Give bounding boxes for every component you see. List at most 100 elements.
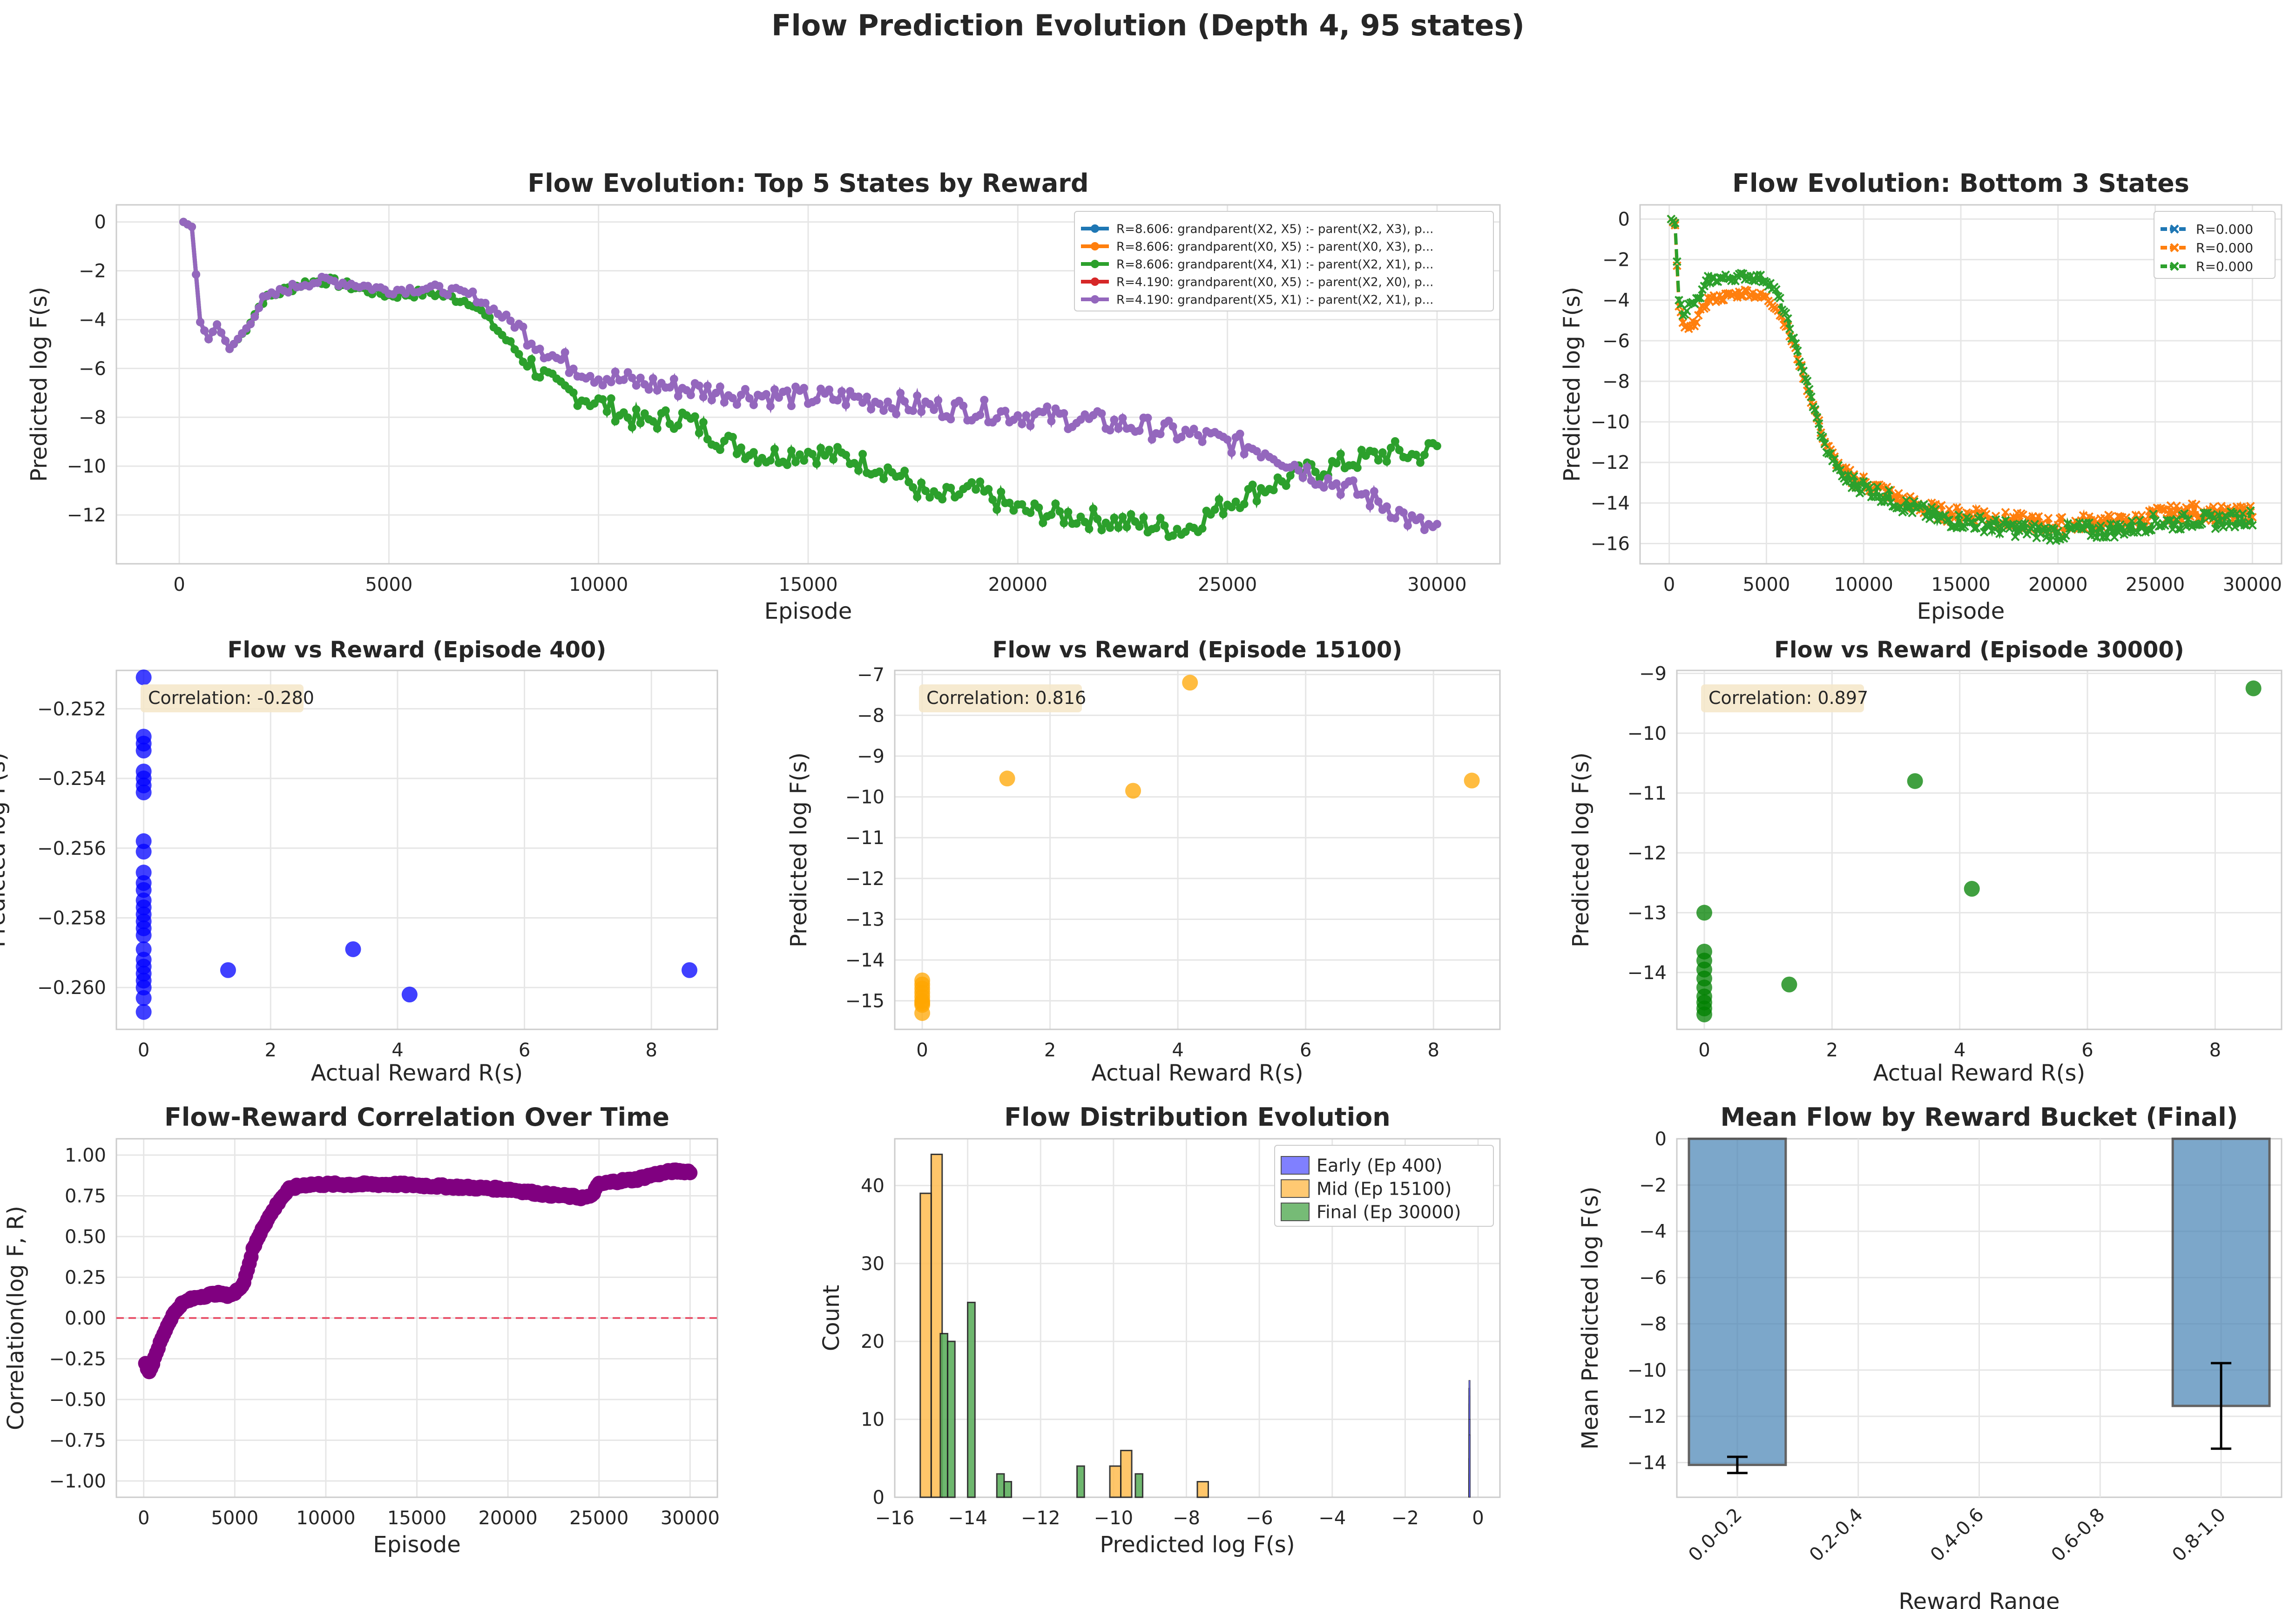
top5-point — [514, 350, 523, 358]
scatter30000-xtick-label: 6 — [2081, 1040, 2093, 1061]
top5-point — [1018, 500, 1026, 509]
bottom3-marker — [1807, 392, 1816, 401]
bottom3-marker — [1954, 510, 1964, 520]
top5-point — [716, 382, 724, 391]
top5-point — [586, 372, 594, 380]
bottom3-marker — [1945, 505, 1954, 514]
bucket-xtick-label: 0.0-0.2 — [1684, 1504, 1746, 1566]
top5-point — [1378, 448, 1387, 457]
top5-point — [502, 311, 511, 319]
bottom3-marker — [1853, 480, 1863, 489]
top5-point — [829, 455, 838, 464]
bottom3-marker — [1781, 309, 1790, 318]
top5-point — [1240, 450, 1249, 459]
top5-point — [217, 328, 226, 337]
top5-point — [766, 456, 775, 465]
hist-xtick-label: 0 — [1472, 1508, 1484, 1529]
top5-point — [1432, 520, 1441, 528]
top5-point — [192, 270, 201, 279]
top5-point — [598, 381, 607, 390]
legend-label: R=4.190: grandparent(X5, X1) :- parent(X… — [1116, 293, 1433, 307]
top5-point — [1420, 451, 1429, 460]
top5-ytick-label: −8 — [79, 407, 106, 428]
top5-point — [1047, 510, 1056, 519]
hist-bar — [930, 1153, 943, 1498]
bottom3-xtick-label: 15000 — [1931, 574, 1990, 595]
top5-point — [808, 450, 817, 459]
corr-ytick-label: 1.00 — [65, 1145, 106, 1166]
bottom3-marker — [1771, 285, 1781, 294]
bottom3-title: Flow Evolution: Bottom 3 States — [1732, 169, 2189, 198]
top5-point — [842, 400, 851, 409]
top5-point — [863, 392, 871, 401]
scatter15100-xlabel: Actual Reward R(s) — [1091, 1060, 1303, 1086]
top5-point — [1160, 521, 1169, 530]
top5-point — [1148, 435, 1156, 444]
bottom3-marker — [1682, 306, 1691, 316]
bottom3-marker — [1995, 529, 2004, 538]
bottom3-xtick-label: 25000 — [2126, 574, 2185, 595]
top5-point — [1156, 430, 1165, 439]
top5-point — [213, 320, 222, 329]
top5-point — [623, 413, 632, 422]
top5-point — [481, 298, 490, 307]
top5-point — [255, 304, 263, 312]
top5-point — [607, 394, 615, 403]
corr-ytick-label: −0.50 — [49, 1389, 106, 1411]
legend-label: R=8.606: grandparent(X0, X5) :- parent(X… — [1116, 240, 1433, 254]
top5-point — [736, 443, 745, 452]
top5-point — [1177, 433, 1186, 441]
scatter15100-xtick-label: 2 — [1044, 1040, 1056, 1061]
top5-point — [607, 378, 615, 386]
bottom3-marker — [2145, 526, 2154, 535]
corr-ytick-label: −0.25 — [49, 1349, 106, 1370]
top5-point — [925, 493, 934, 502]
top5-point — [703, 381, 712, 390]
top5-point — [556, 355, 565, 364]
bucket-ytick-label: −14 — [1627, 1452, 1667, 1474]
bottom3-marker — [1919, 500, 1929, 509]
top5-point — [1374, 497, 1383, 506]
bottom3-marker — [2127, 516, 2136, 526]
top5-xtick-label: 15000 — [778, 574, 837, 595]
scatter400-ytick-label: −0.260 — [37, 977, 106, 999]
scatter15100-xtick-label: 4 — [1172, 1040, 1183, 1061]
top5-point — [1026, 421, 1035, 430]
bottom3-xtick-label: 20000 — [2028, 574, 2087, 595]
top5-point — [770, 385, 779, 394]
hist-panel: −16 −14 −12 −10 −8 −6 −4 −2 0 0 10 20 30 40 Flow Distr… — [818, 1102, 1501, 1558]
bottom3-marker — [2246, 506, 2255, 515]
top5-point — [825, 385, 834, 394]
bottom3-xtick-label: 5000 — [1743, 574, 1790, 595]
top5-point — [791, 458, 800, 466]
corr-xtick-label: 20000 — [478, 1508, 537, 1529]
bottom3-marker — [2211, 524, 2220, 533]
top5-point — [1399, 508, 1408, 517]
bottom3-marker — [2077, 524, 2086, 534]
top5-point — [1097, 526, 1106, 534]
hist-bar — [1134, 1473, 1144, 1498]
scatter15100-point — [1182, 675, 1198, 691]
top5-point — [209, 327, 217, 336]
top5-point — [993, 505, 1001, 514]
bottom3-marker — [1849, 472, 1858, 481]
top5-point — [1051, 499, 1060, 508]
top5-point — [736, 391, 745, 399]
top5-point — [967, 478, 976, 487]
top5-ytick-label: −2 — [79, 261, 106, 282]
hist-xtick-label: −2 — [1391, 1508, 1419, 1529]
top5-ytick-label: −4 — [79, 310, 106, 331]
legend-swatch — [1281, 1203, 1310, 1221]
bottom3-marker — [2222, 513, 2232, 522]
top5-point — [1332, 459, 1341, 467]
top5-point — [783, 460, 791, 469]
top5-point — [284, 288, 293, 297]
hist-xtick-label: −16 — [875, 1508, 914, 1529]
top5-point — [1361, 489, 1370, 498]
top5-xtick-label: 20000 — [988, 574, 1047, 595]
top5-point — [674, 392, 682, 400]
corr-ytick-label: 0.75 — [65, 1186, 106, 1207]
bottom3-xtick-label: 30000 — [2223, 574, 2282, 595]
scatter15100-ytick-label: −13 — [845, 909, 885, 930]
top5-point — [917, 407, 926, 416]
